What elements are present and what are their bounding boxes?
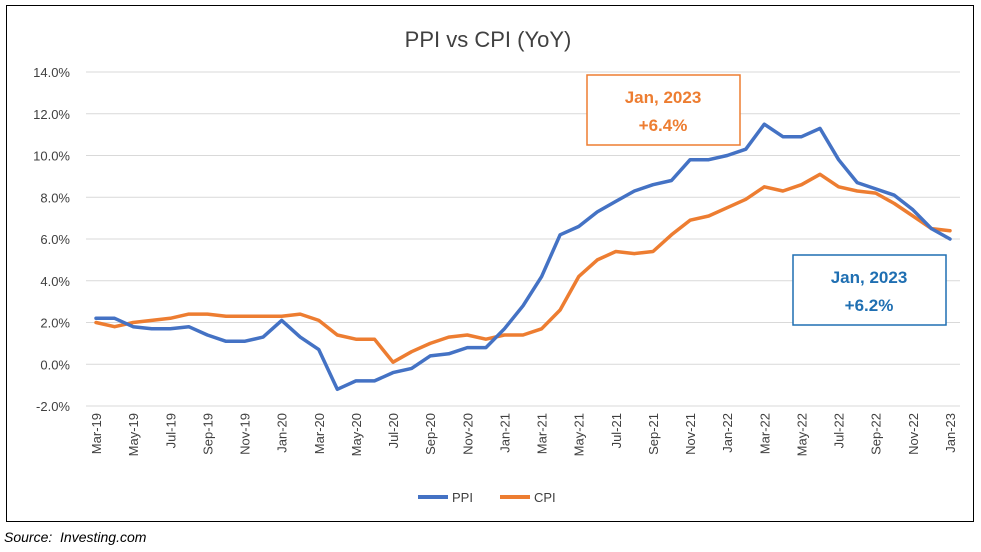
x-tick-label: Mar-21 [535, 413, 550, 454]
x-tick-label: Nov-20 [460, 413, 475, 455]
x-tick-label: Jan-23 [943, 413, 958, 453]
source-label: Source: [4, 529, 53, 545]
x-tick-label: May-20 [349, 413, 364, 456]
x-tick-label: Nov-19 [238, 413, 253, 455]
series-lines [94, 122, 952, 392]
x-tick-label: May-21 [572, 413, 587, 456]
y-tick-label: 2.0% [40, 316, 70, 331]
y-tick-label: -2.0% [36, 399, 70, 414]
ppi-annotation-date: Jan, 2023 [831, 268, 908, 287]
x-tick-label: Nov-22 [906, 413, 921, 455]
x-tick-label: Sep-20 [423, 413, 438, 455]
x-tick-label: Jan-22 [720, 413, 735, 453]
cpi-annotation: Jan, 2023 +6.4% [586, 74, 741, 146]
y-axis-ticks: -2.0% 0.0% 2.0% 4.0% 6.0% 8.0% 10.0% 12.0% 14.0% [33, 65, 70, 414]
x-tick-label: Jan-20 [275, 413, 290, 453]
cpi-annotation-box [586, 74, 741, 146]
x-tick-label: Jul-20 [386, 413, 401, 448]
x-tick-label: Jul-21 [609, 413, 624, 448]
legend: PPI CPI [418, 490, 556, 505]
chart-title: PPI vs CPI (YoY) [405, 27, 572, 52]
y-tick-label: 10.0% [33, 149, 70, 164]
y-tick-label: 6.0% [40, 232, 70, 247]
y-tick-label: 0.0% [40, 357, 70, 372]
y-tick-label: 4.0% [40, 274, 70, 289]
ppi-annotation-value: +6.2% [845, 296, 894, 315]
x-tick-label: Sep-22 [869, 413, 884, 455]
y-tick-label: 12.0% [33, 107, 70, 122]
legend-cpi-label: CPI [534, 490, 556, 505]
x-tick-label: Mar-22 [757, 413, 772, 454]
cpi-line [94, 172, 952, 364]
x-tick-label: Sep-19 [200, 413, 215, 455]
ppi-annotation-box [792, 254, 947, 326]
x-tick-label: May-22 [794, 413, 809, 456]
legend-ppi-label: PPI [452, 490, 473, 505]
cpi-annotation-date: Jan, 2023 [625, 88, 702, 107]
source-text: Investing.com [60, 529, 147, 545]
x-tick-label: Jan-21 [497, 413, 512, 453]
source-note: Source: Investing.com [4, 529, 146, 545]
x-tick-label: May-19 [126, 413, 141, 456]
y-tick-label: 14.0% [33, 65, 70, 80]
x-tick-label: Mar-19 [89, 413, 104, 454]
cpi-annotation-value: +6.4% [639, 116, 688, 135]
x-tick-label: Nov-21 [683, 413, 698, 455]
x-tick-label: Jul-22 [832, 413, 847, 448]
x-tick-label: Jul-19 [163, 413, 178, 448]
gridlines [86, 71, 960, 407]
ppi-line [94, 122, 952, 392]
x-tick-label: Sep-21 [646, 413, 661, 455]
x-axis-ticks: Mar-19 May-19 Jul-19 Sep-19 Nov-19 Jan-20 Mar-… [89, 413, 958, 456]
ppi-annotation: Jan, 2023 +6.2% [792, 254, 947, 326]
y-tick-label: 8.0% [40, 190, 70, 205]
x-tick-label: Mar-20 [312, 413, 327, 454]
